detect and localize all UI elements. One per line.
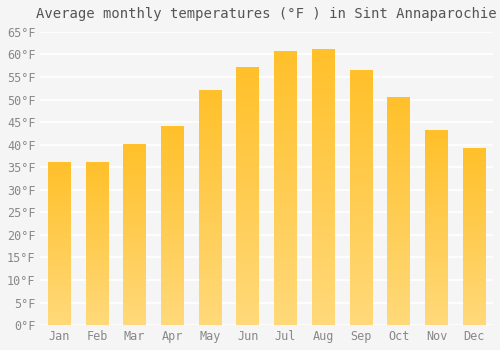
Title: Average monthly temperatures (°F ) in Sint Annaparochie: Average monthly temperatures (°F ) in Si… — [36, 7, 497, 21]
